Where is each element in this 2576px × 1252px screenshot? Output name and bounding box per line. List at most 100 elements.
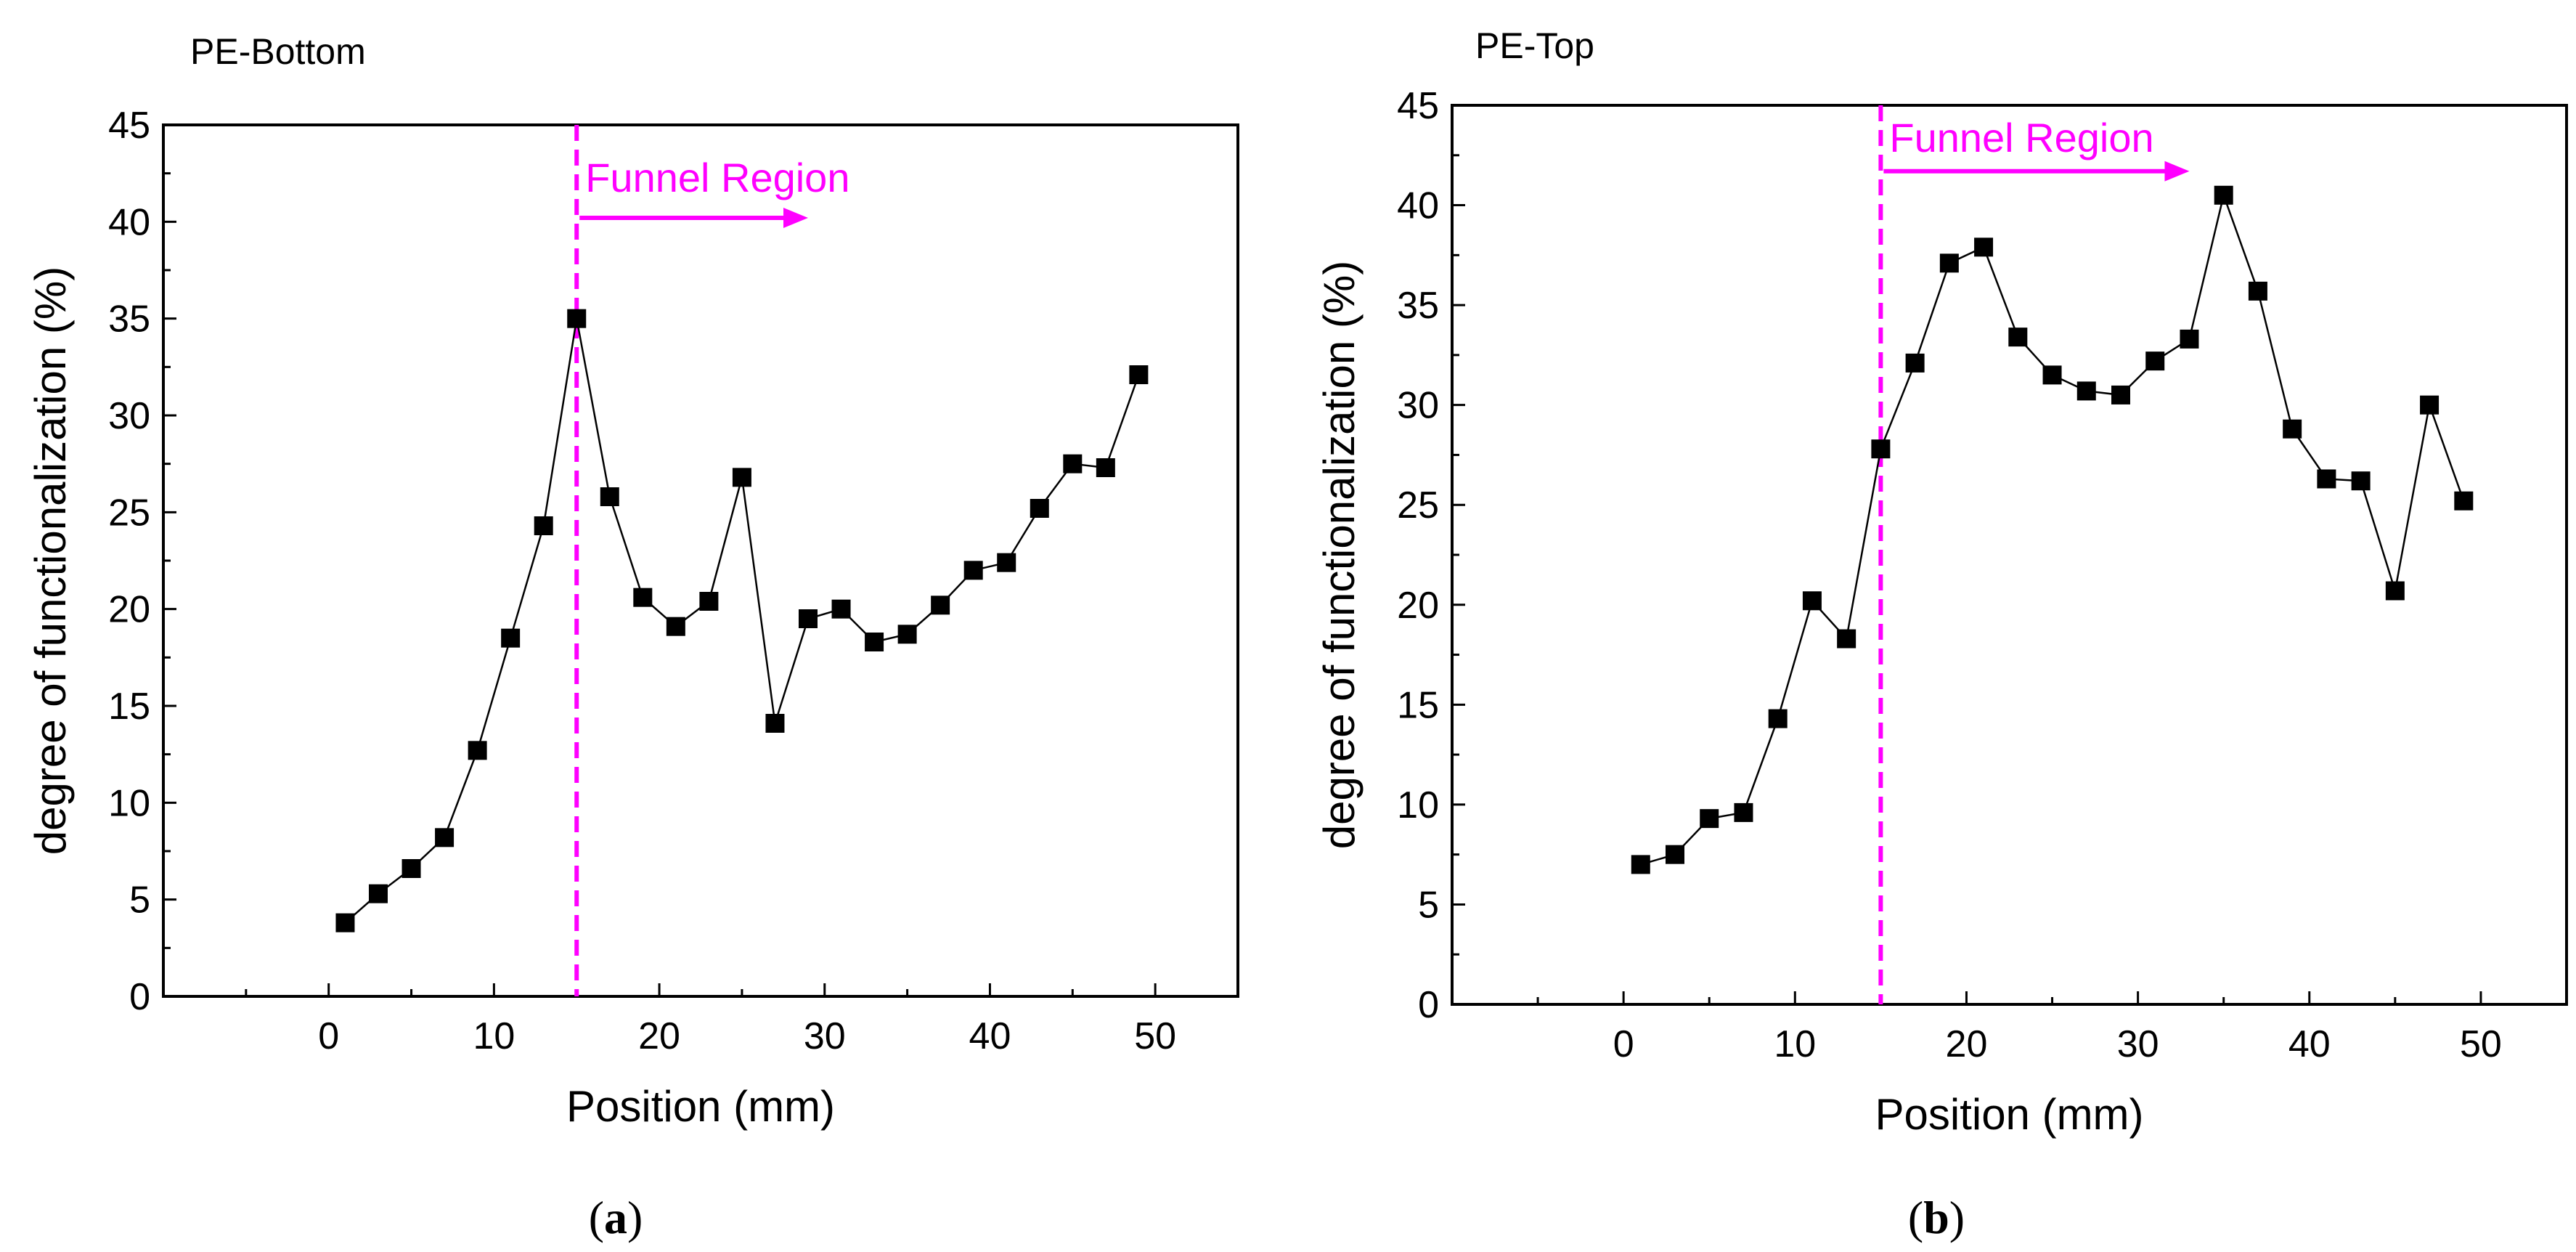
data-point <box>633 588 653 607</box>
chart-title: PE-Bottom <box>190 31 366 72</box>
y-axis-label: degree of functionalization (%) <box>26 267 75 855</box>
data-point <box>931 595 950 615</box>
data-point <box>2385 581 2405 601</box>
data-point <box>335 913 355 932</box>
data-point <box>666 617 685 636</box>
data-point <box>2317 469 2336 489</box>
data-point <box>699 592 719 611</box>
data-point <box>2008 328 2028 347</box>
data-point <box>865 633 884 651</box>
y-tick-label: 30 <box>108 395 150 437</box>
data-point <box>501 628 521 648</box>
data-point <box>1802 591 1822 611</box>
y-tick-label: 10 <box>1397 784 1439 826</box>
y-tick-label: 25 <box>108 492 150 534</box>
chart-panel-b: PE-Top 0 5 10 15 20 25 30 35 40 45 0 10 20 30 40 50 Posit… <box>1315 25 2568 1243</box>
y-tick-label: 25 <box>1397 484 1439 527</box>
y-tick-label: 15 <box>1397 684 1439 726</box>
data-point <box>1768 709 1788 728</box>
data-point <box>2351 471 2371 491</box>
x-axis-label: Position (mm) <box>566 1082 835 1131</box>
data-point <box>468 741 487 760</box>
y-axis-label: degree of functionalization (%) <box>1315 261 1364 849</box>
caption-close: ) <box>627 1192 643 1243</box>
x-tick-label: 20 <box>638 1015 680 1057</box>
data-point <box>435 828 455 847</box>
data-point <box>1063 454 1083 473</box>
data-point <box>799 609 818 628</box>
caption-open: ( <box>1908 1192 1923 1243</box>
y-tick-label: 35 <box>108 298 150 341</box>
data-point <box>997 553 1016 572</box>
data-point <box>567 309 587 328</box>
data-point <box>2454 491 2474 511</box>
data-point <box>1129 365 1149 384</box>
y-tick-label: 40 <box>1397 185 1439 227</box>
data-point <box>2076 381 2096 401</box>
data-point <box>963 561 983 580</box>
data-point <box>1734 802 1753 822</box>
y-tick-label: 5 <box>129 879 150 922</box>
plot-frame <box>162 123 1239 998</box>
x-tick-label: 0 <box>318 1015 339 1057</box>
data-point <box>600 487 619 506</box>
y-tick-label: 40 <box>108 201 150 243</box>
data-point <box>1905 353 1925 373</box>
caption-close: ) <box>1949 1192 1965 1243</box>
data-point <box>1030 499 1049 518</box>
x-tick-label: 20 <box>1946 1023 1988 1065</box>
plot-frame <box>1451 104 2568 1006</box>
x-tick-label: 50 <box>2460 1023 2502 1065</box>
y-tick-label: 45 <box>108 105 150 147</box>
x-tick-label: 30 <box>804 1015 846 1057</box>
y-tick-label: 15 <box>108 686 150 728</box>
data-point <box>1837 629 1856 649</box>
data-point <box>1974 237 1994 257</box>
data-point <box>831 599 851 619</box>
data-point <box>534 516 553 535</box>
series-line <box>1640 192 2465 866</box>
funnel-region-label: Funnel Region <box>585 155 849 200</box>
chart-title: PE-Top <box>1475 25 1594 66</box>
data-point <box>1700 809 1719 829</box>
data-point <box>2145 351 2165 371</box>
series-line <box>344 318 1140 924</box>
data-point <box>1666 845 1684 864</box>
data-point <box>765 714 785 733</box>
data-point <box>2111 385 2130 405</box>
data-point <box>1939 253 1959 273</box>
data-point <box>2214 185 2233 205</box>
x-tick-label: 30 <box>2117 1023 2159 1065</box>
data-point <box>369 884 388 903</box>
data-point <box>2420 395 2440 415</box>
y-tick-label: 20 <box>1397 585 1439 627</box>
data-point <box>2042 365 2062 385</box>
data-point <box>2283 419 2302 439</box>
data-point <box>2180 329 2199 349</box>
data-point <box>732 468 751 487</box>
caption-open: ( <box>589 1192 604 1243</box>
x-tick-label: 40 <box>969 1015 1011 1057</box>
data-point <box>1631 855 1650 874</box>
y-tick-label: 35 <box>1397 285 1439 327</box>
caption-letter: a <box>604 1192 627 1243</box>
y-tick-label: 0 <box>129 976 150 1018</box>
y-tick-label: 20 <box>108 589 150 631</box>
x-axis-label: Position (mm) <box>1875 1090 2143 1139</box>
y-tick-label: 45 <box>1397 85 1439 127</box>
y-tick-label: 0 <box>1418 984 1439 1026</box>
funnel-arrow-head <box>2164 160 2190 182</box>
chart-panel-a: PE-Bottom 0 5 10 15 20 25 30 35 40 45 0 10 20 30 40 50 Po… <box>26 31 1239 1243</box>
y-tick-label: 5 <box>1418 884 1439 926</box>
data-point <box>402 859 421 878</box>
caption-letter: b <box>1923 1192 1949 1243</box>
funnel-arrow-head <box>783 208 808 228</box>
x-tick-label: 40 <box>2288 1023 2331 1065</box>
data-point <box>2248 281 2267 301</box>
x-tick-label: 50 <box>1134 1015 1176 1057</box>
x-tick-label: 10 <box>1774 1023 1816 1065</box>
funnel-region-label: Funnel Region <box>1889 115 2153 160</box>
x-tick-label: 10 <box>473 1015 515 1057</box>
data-point <box>1096 458 1115 477</box>
